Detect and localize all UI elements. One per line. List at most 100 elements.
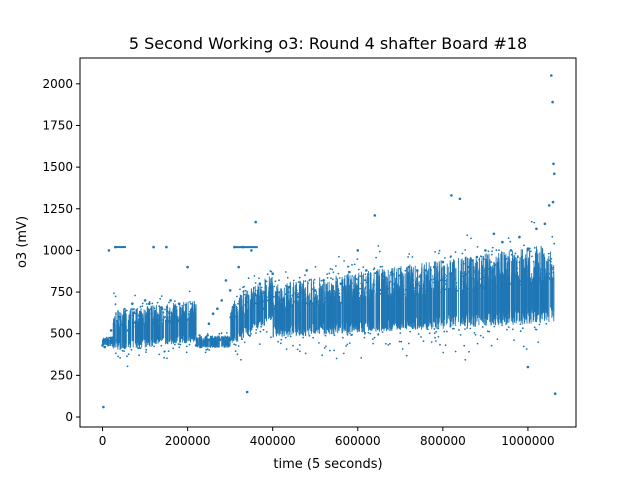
band-point bbox=[164, 308, 166, 311]
band-point bbox=[307, 303, 309, 306]
band-point bbox=[134, 294, 137, 297]
band-point bbox=[550, 264, 553, 266]
band-point bbox=[534, 278, 536, 281]
band-point bbox=[415, 292, 418, 294]
band-point bbox=[538, 323, 541, 326]
band-point bbox=[459, 334, 462, 336]
band-point bbox=[425, 284, 428, 286]
band-point bbox=[230, 312, 233, 315]
band-point bbox=[277, 340, 279, 343]
band-point bbox=[299, 350, 301, 353]
band-point bbox=[272, 307, 275, 310]
data-points bbox=[101, 74, 557, 409]
band-point bbox=[445, 275, 448, 277]
band-point bbox=[333, 296, 336, 299]
band-point bbox=[243, 341, 246, 344]
band-point bbox=[311, 288, 313, 290]
band-point bbox=[321, 354, 324, 357]
band-point bbox=[537, 266, 540, 269]
band-point bbox=[257, 302, 260, 305]
band-point bbox=[358, 292, 360, 295]
data-point bbox=[250, 249, 253, 252]
band-point bbox=[304, 274, 306, 277]
band-point bbox=[404, 269, 407, 272]
band-point bbox=[346, 343, 349, 346]
band-point bbox=[444, 276, 446, 279]
band-point bbox=[439, 279, 442, 282]
band-point bbox=[476, 246, 479, 248]
band-point bbox=[442, 291, 445, 293]
band-point bbox=[304, 352, 307, 355]
band-point bbox=[482, 285, 484, 288]
band-point bbox=[479, 334, 482, 337]
band-point bbox=[295, 300, 298, 302]
band-point bbox=[278, 279, 280, 282]
band-point bbox=[338, 292, 341, 295]
band-point bbox=[410, 285, 413, 287]
band-point bbox=[121, 324, 123, 326]
band-point bbox=[124, 310, 127, 313]
band-point bbox=[287, 291, 290, 294]
band-point bbox=[541, 268, 544, 271]
band-point bbox=[333, 334, 336, 337]
data-point bbox=[553, 392, 557, 396]
band-point bbox=[301, 289, 304, 291]
band-point bbox=[130, 348, 133, 351]
band-point bbox=[167, 321, 170, 324]
band-point bbox=[382, 275, 384, 278]
band-point bbox=[343, 286, 345, 289]
band-point bbox=[295, 289, 298, 292]
band-point bbox=[258, 343, 261, 345]
band-point bbox=[262, 290, 264, 293]
band-point bbox=[236, 306, 238, 309]
band-point bbox=[546, 272, 549, 275]
band-point bbox=[329, 294, 331, 296]
band-point bbox=[549, 278, 552, 281]
band-point bbox=[122, 319, 125, 322]
band-point bbox=[356, 258, 359, 260]
x-axis: 0 200000 400000 600000 800000 1000000 bbox=[99, 427, 555, 448]
band-point bbox=[354, 297, 356, 299]
band-point bbox=[152, 323, 155, 326]
band-point bbox=[291, 294, 294, 297]
band-point bbox=[477, 280, 480, 283]
band-point bbox=[294, 292, 296, 295]
band-point bbox=[351, 264, 353, 266]
y-tick-label: 1000 bbox=[42, 243, 73, 257]
band-point bbox=[426, 288, 429, 291]
band-point bbox=[272, 304, 274, 307]
band-point bbox=[179, 314, 182, 317]
band-point bbox=[472, 277, 474, 280]
band-point bbox=[372, 342, 374, 345]
band-point bbox=[238, 304, 241, 307]
band-point bbox=[271, 294, 274, 297]
band-point bbox=[426, 328, 429, 331]
band-point bbox=[206, 348, 209, 351]
band-point bbox=[364, 273, 367, 276]
band-point bbox=[478, 272, 481, 275]
band-point bbox=[400, 340, 403, 343]
data-point bbox=[373, 214, 377, 217]
band-point bbox=[550, 280, 553, 283]
band-point bbox=[379, 292, 382, 295]
band-point bbox=[495, 249, 498, 252]
band-point bbox=[440, 291, 442, 294]
band-point bbox=[233, 343, 236, 346]
band-point bbox=[496, 338, 499, 340]
band-point bbox=[244, 304, 246, 306]
band-point bbox=[428, 332, 431, 335]
band-point bbox=[183, 317, 186, 319]
band-point bbox=[214, 336, 217, 338]
band-point bbox=[521, 271, 524, 274]
band-point bbox=[491, 253, 493, 256]
band-point bbox=[373, 290, 376, 293]
band-point bbox=[389, 342, 391, 345]
band-point bbox=[389, 296, 391, 298]
band-point bbox=[360, 357, 363, 359]
band-point bbox=[453, 269, 456, 272]
band-point bbox=[177, 343, 180, 345]
band-point bbox=[278, 291, 280, 294]
band-point bbox=[402, 293, 405, 296]
band-point bbox=[273, 285, 275, 288]
band-point bbox=[298, 276, 301, 279]
